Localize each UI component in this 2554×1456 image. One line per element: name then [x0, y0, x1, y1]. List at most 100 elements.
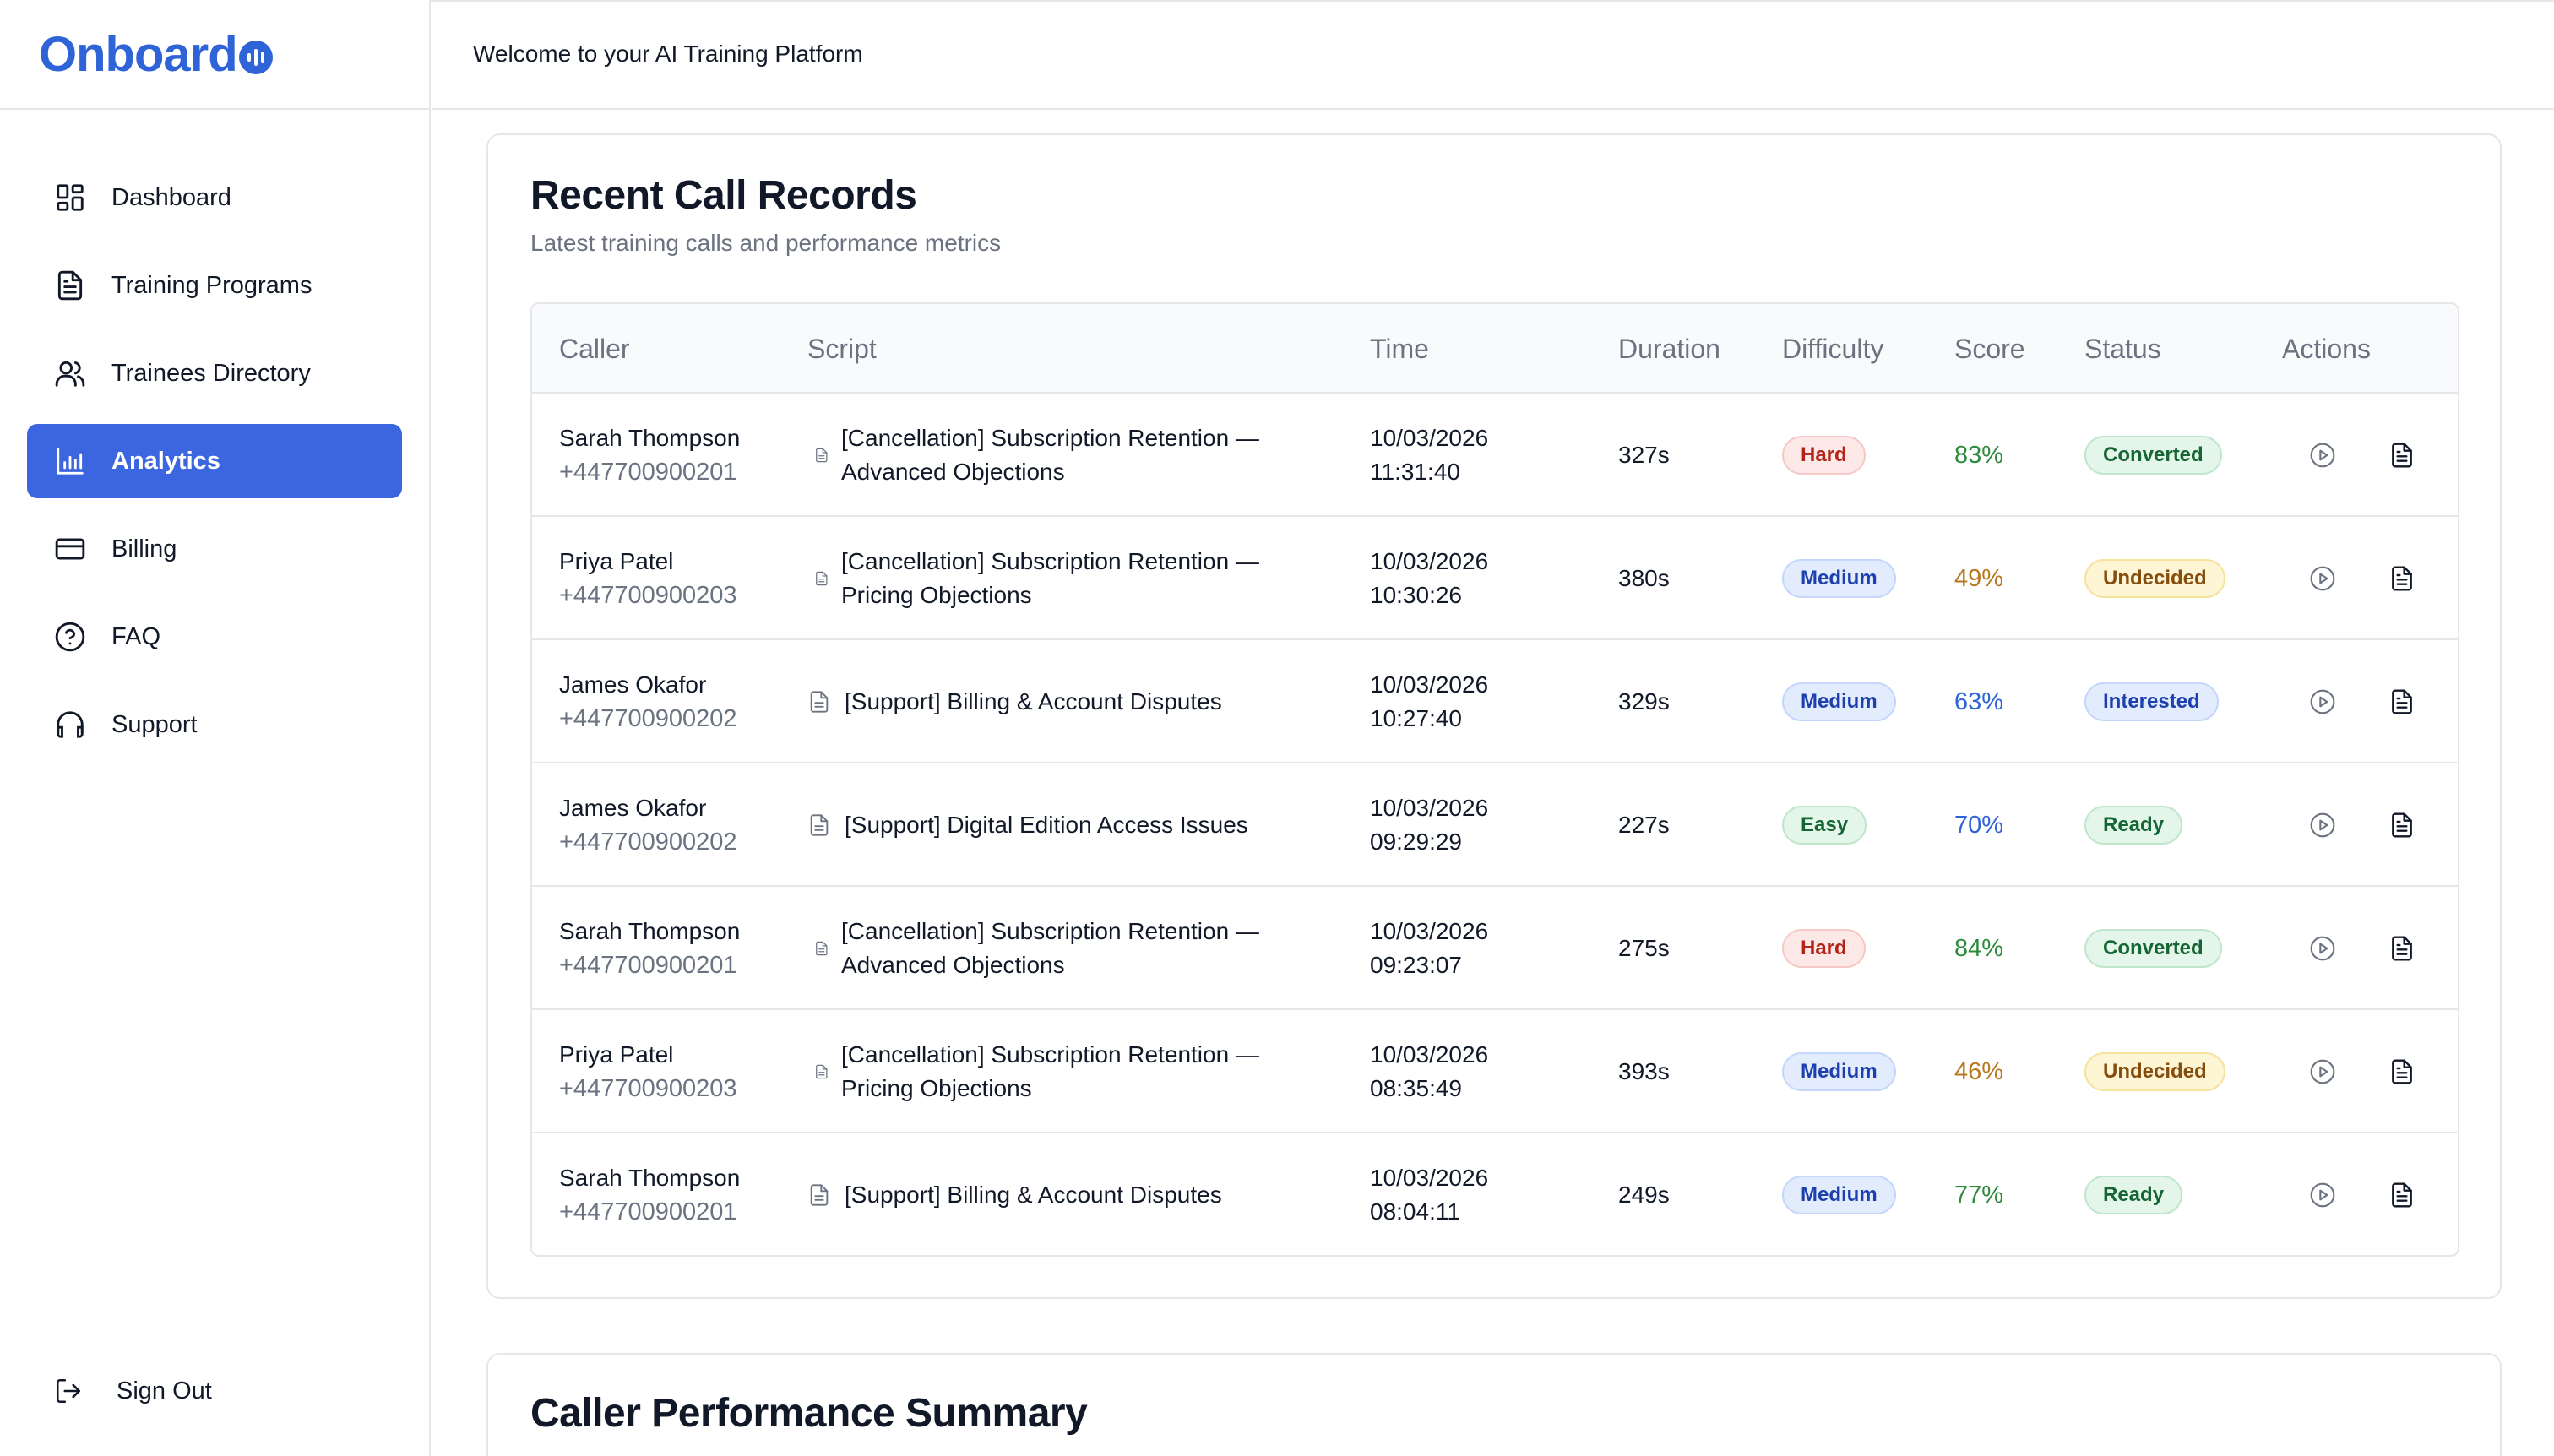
- difficulty-badge: Hard: [1782, 929, 1866, 968]
- sign-out-button[interactable]: Sign Out: [54, 1377, 212, 1405]
- header-title: Welcome to your AI Training Platform: [473, 41, 863, 67]
- script-cell: [Cancellation] Subscription Retention — …: [807, 887, 1314, 1010]
- table-row[interactable]: Sarah Thompson +447700900201 [Cancellation…: [532, 394, 2458, 517]
- score-cell: 70%: [1954, 763, 2003, 887]
- script-document-icon: [814, 1064, 839, 1079]
- time-cell: 10/03/2026 11:31:40: [1370, 394, 1488, 517]
- score-value: 49%: [1954, 565, 2004, 592]
- call-date: 10/03/2026: [1370, 795, 1489, 821]
- table-header: Caller Script Time Duration Difficulty S…: [532, 304, 2458, 394]
- view-transcript-icon[interactable]: [2388, 565, 2415, 592]
- column-header-status: Status: [2084, 333, 2161, 364]
- column-header-score: Score: [1954, 333, 2025, 364]
- sidebar-nav: Dashboard Training Programs Trainees Dir…: [0, 110, 429, 762]
- status-badge: Converted: [2084, 929, 2222, 968]
- column-header-actions: Actions: [2282, 333, 2371, 364]
- sidebar-item-label: FAQ: [111, 622, 161, 650]
- column-header-difficulty: Difficulty: [1782, 333, 1884, 364]
- view-transcript-icon[interactable]: [2388, 812, 2415, 839]
- sidebar-item-dashboard[interactable]: Dashboard: [27, 160, 402, 235]
- sidebar-item-label: Support: [111, 710, 198, 738]
- table-row[interactable]: Priya Patel +447700900203 [Cancellation] S…: [532, 1010, 2458, 1133]
- caller-cell: James Okafor +447700900202: [559, 640, 736, 763]
- card-title: Caller Performance Summary: [530, 1391, 1088, 1436]
- script-document-icon: [807, 813, 845, 837]
- table-row[interactable]: James Okafor +447700900202 [Support] Digit…: [532, 763, 2458, 887]
- caller-cell: Sarah Thompson +447700900201: [559, 1133, 740, 1255]
- table-row[interactable]: Sarah Thompson +447700900201 [Support] Bil…: [532, 1133, 2458, 1255]
- difficulty-badge: Medium: [1782, 682, 1896, 721]
- score-cell: 77%: [1954, 1133, 2003, 1255]
- view-transcript-icon[interactable]: [2388, 1058, 2415, 1085]
- call-date: 10/03/2026: [1370, 671, 1489, 698]
- logo[interactable]: Onboard: [39, 26, 273, 83]
- sign-out-label: Sign Out: [117, 1377, 212, 1404]
- credit-card-icon: [55, 538, 85, 560]
- view-transcript-icon[interactable]: [2388, 688, 2415, 715]
- sidebar-item-label: Training Programs: [111, 271, 312, 299]
- column-header-time: Time: [1370, 333, 1429, 364]
- play-recording-icon[interactable]: [2309, 812, 2336, 839]
- caller-cell: Priya Patel +447700900203: [559, 1010, 736, 1133]
- call-date: 10/03/2026: [1370, 1165, 1489, 1191]
- script-name: [Cancellation] Subscription Retention — …: [841, 548, 1259, 608]
- play-recording-icon[interactable]: [2309, 1182, 2336, 1209]
- users-icon: [55, 361, 85, 387]
- caller-phone: +447700900201: [559, 459, 737, 486]
- caller-phone: +447700900201: [559, 1198, 737, 1225]
- view-transcript-icon[interactable]: [2388, 1182, 2415, 1209]
- bar-chart-icon: [57, 448, 84, 475]
- logo-wave-icon: [238, 41, 273, 74]
- call-duration: 249s: [1618, 1182, 1670, 1208]
- script-cell: [Cancellation] Subscription Retention — …: [807, 394, 1314, 517]
- script-name: [Cancellation] Subscription Retention — …: [841, 918, 1259, 978]
- table-row[interactable]: Priya Patel +447700900203 [Cancellation] S…: [532, 517, 2458, 640]
- status-cell: Undecided: [2084, 1010, 2225, 1133]
- time-cell: 10/03/2026 09:23:07: [1370, 887, 1488, 1010]
- caller-phone: +447700900202: [559, 705, 737, 732]
- table-row[interactable]: Sarah Thompson +447700900201 [Cancellation…: [532, 887, 2458, 1010]
- sidebar-item-analytics[interactable]: Analytics: [27, 424, 402, 498]
- sidebar-item-faq[interactable]: FAQ: [27, 600, 402, 674]
- call-date: 10/03/2026: [1370, 548, 1489, 574]
- play-recording-icon[interactable]: [2309, 442, 2336, 469]
- sidebar-item-training-programs[interactable]: Training Programs: [27, 248, 402, 323]
- score-value: 63%: [1954, 688, 2004, 715]
- column-header-script: Script: [807, 333, 877, 364]
- view-transcript-icon[interactable]: [2388, 935, 2415, 962]
- script-document-icon: [814, 941, 839, 956]
- status-cell: Interested: [2084, 640, 2219, 763]
- help-circle-icon: [55, 622, 85, 652]
- score-cell: 49%: [1954, 517, 2003, 640]
- sidebar-item-label: Analytics: [111, 447, 220, 475]
- time-cell: 10/03/2026 08:04:11: [1370, 1133, 1489, 1255]
- table-body: Sarah Thompson +447700900201 [Cancellation…: [532, 394, 2458, 1255]
- view-transcript-icon[interactable]: [2388, 442, 2415, 469]
- sidebar-item-billing[interactable]: Billing: [27, 512, 402, 586]
- script-cell: [Support] Digital Edition Access Issues: [807, 763, 1318, 887]
- sidebar-item-label: Dashboard: [111, 183, 231, 211]
- table-row[interactable]: James Okafor +447700900202 [Support] Billi…: [532, 640, 2458, 763]
- score-cell: 63%: [1954, 640, 2003, 763]
- time-cell: 10/03/2026 09:29:29: [1370, 763, 1488, 887]
- script-cell: [Cancellation] Subscription Retention — …: [807, 1010, 1314, 1133]
- script-name: [Support] Digital Edition Access Issues: [845, 812, 1248, 838]
- status-cell: Ready: [2084, 763, 2183, 887]
- recent-call-records-card: Recent Call Records Latest training call…: [486, 133, 2502, 1299]
- score-cell: 83%: [1954, 394, 2003, 517]
- actions-cell: [2282, 1133, 2415, 1255]
- play-recording-icon[interactable]: [2309, 935, 2336, 962]
- caller-cell: James Okafor +447700900202: [559, 763, 736, 887]
- actions-cell: [2282, 394, 2415, 517]
- play-recording-icon[interactable]: [2309, 1058, 2336, 1085]
- caller-name: Priya Patel: [559, 548, 674, 574]
- sidebar-item-support[interactable]: Support: [27, 687, 402, 762]
- dashboard-icon: [57, 184, 84, 211]
- play-recording-icon[interactable]: [2309, 688, 2336, 715]
- script-document-icon: [807, 690, 845, 714]
- card-subtitle: Latest training calls and performance me…: [530, 230, 1002, 256]
- play-recording-icon[interactable]: [2309, 565, 2336, 592]
- caller-name: Sarah Thompson: [559, 425, 741, 451]
- sidebar-item-trainees-directory[interactable]: Trainees Directory: [27, 336, 402, 410]
- script-name: [Cancellation] Subscription Retention — …: [841, 1041, 1259, 1101]
